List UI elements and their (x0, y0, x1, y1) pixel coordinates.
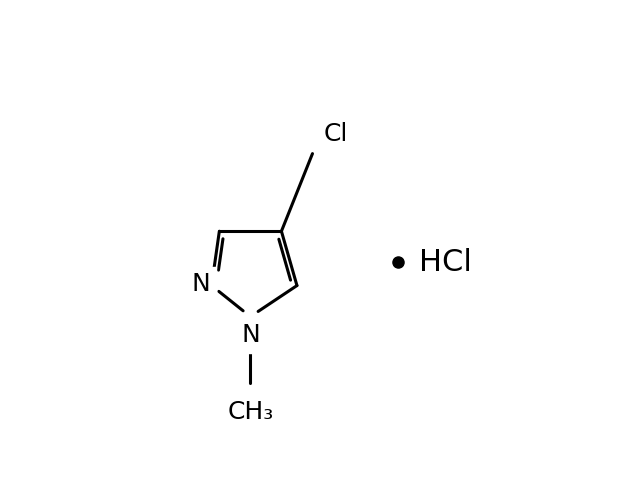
Text: HCl: HCl (419, 248, 472, 277)
Text: N: N (241, 323, 260, 347)
Text: N: N (191, 272, 210, 296)
Text: Cl: Cl (324, 122, 349, 146)
Text: CH₃: CH₃ (227, 400, 273, 424)
